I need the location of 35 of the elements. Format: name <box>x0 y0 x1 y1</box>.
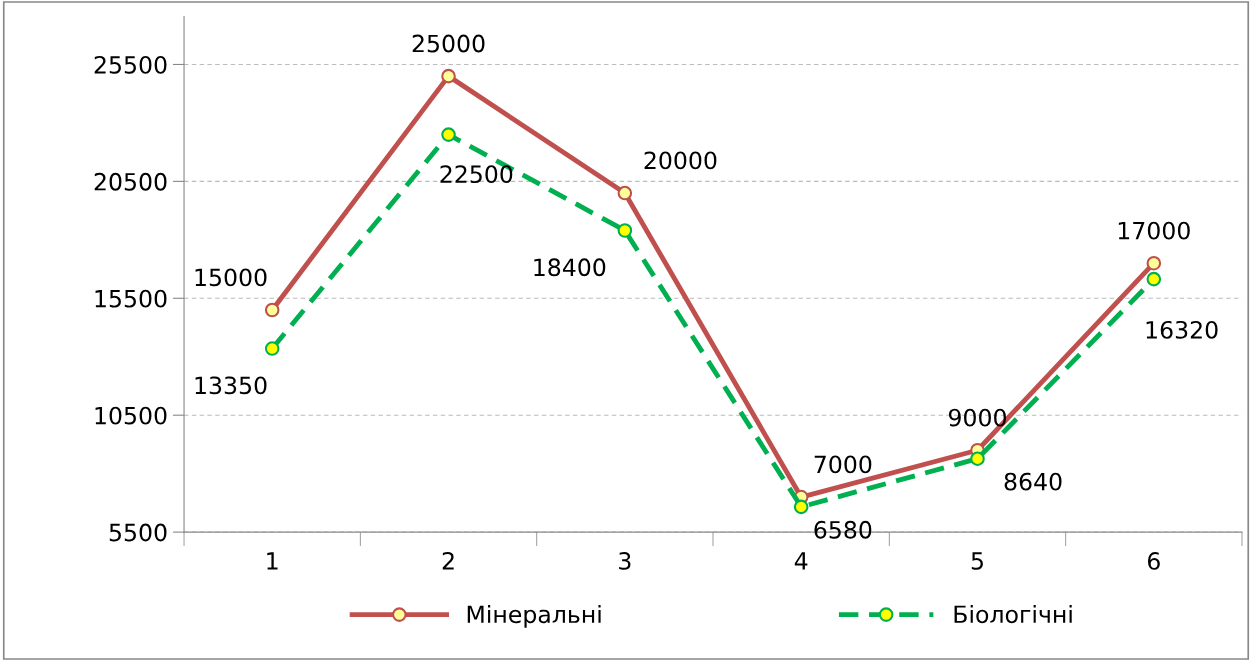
data-label: 8640 <box>1004 472 1062 491</box>
y-tick-label: 20500 <box>94 172 167 191</box>
x-tick-label: 5 <box>971 552 983 570</box>
data-label: 6580 <box>814 520 872 539</box>
data-label: 18400 <box>534 258 606 277</box>
point <box>441 68 456 84</box>
point <box>441 127 456 142</box>
y-tick-label: 25500 <box>94 55 167 74</box>
data-label: 22500 <box>440 165 513 184</box>
y-tick-label: 5500 <box>109 523 167 542</box>
point <box>1146 255 1162 271</box>
data-label: 17000 <box>1118 221 1190 240</box>
y-tick-label: 15500 <box>95 289 167 308</box>
data-label: 20000 <box>644 151 717 170</box>
x-tick-label: 2 <box>442 551 454 570</box>
point <box>793 499 809 515</box>
point <box>617 185 633 201</box>
x-tick-label: 3 <box>619 551 631 570</box>
data-label: 16320 <box>1146 320 1218 339</box>
point <box>264 341 280 356</box>
point <box>264 302 280 318</box>
data-label: 7000 <box>814 455 872 474</box>
data-label: 13350 <box>195 376 267 395</box>
x-tick-label: 1 <box>267 552 278 570</box>
legend-label: Біологічні <box>954 604 1072 624</box>
y-tick-label: 10500 <box>95 406 167 425</box>
data-label: 15000 <box>195 268 267 287</box>
data-label: 25000 <box>412 34 485 53</box>
data-label: 9000 <box>948 408 1006 427</box>
point <box>617 223 633 238</box>
point <box>1146 271 1162 287</box>
x-tick-label: 6 <box>1147 551 1160 570</box>
x-tick-label: 4 <box>794 552 808 570</box>
legend-label: Мінеральні <box>467 604 601 628</box>
point <box>970 451 985 466</box>
